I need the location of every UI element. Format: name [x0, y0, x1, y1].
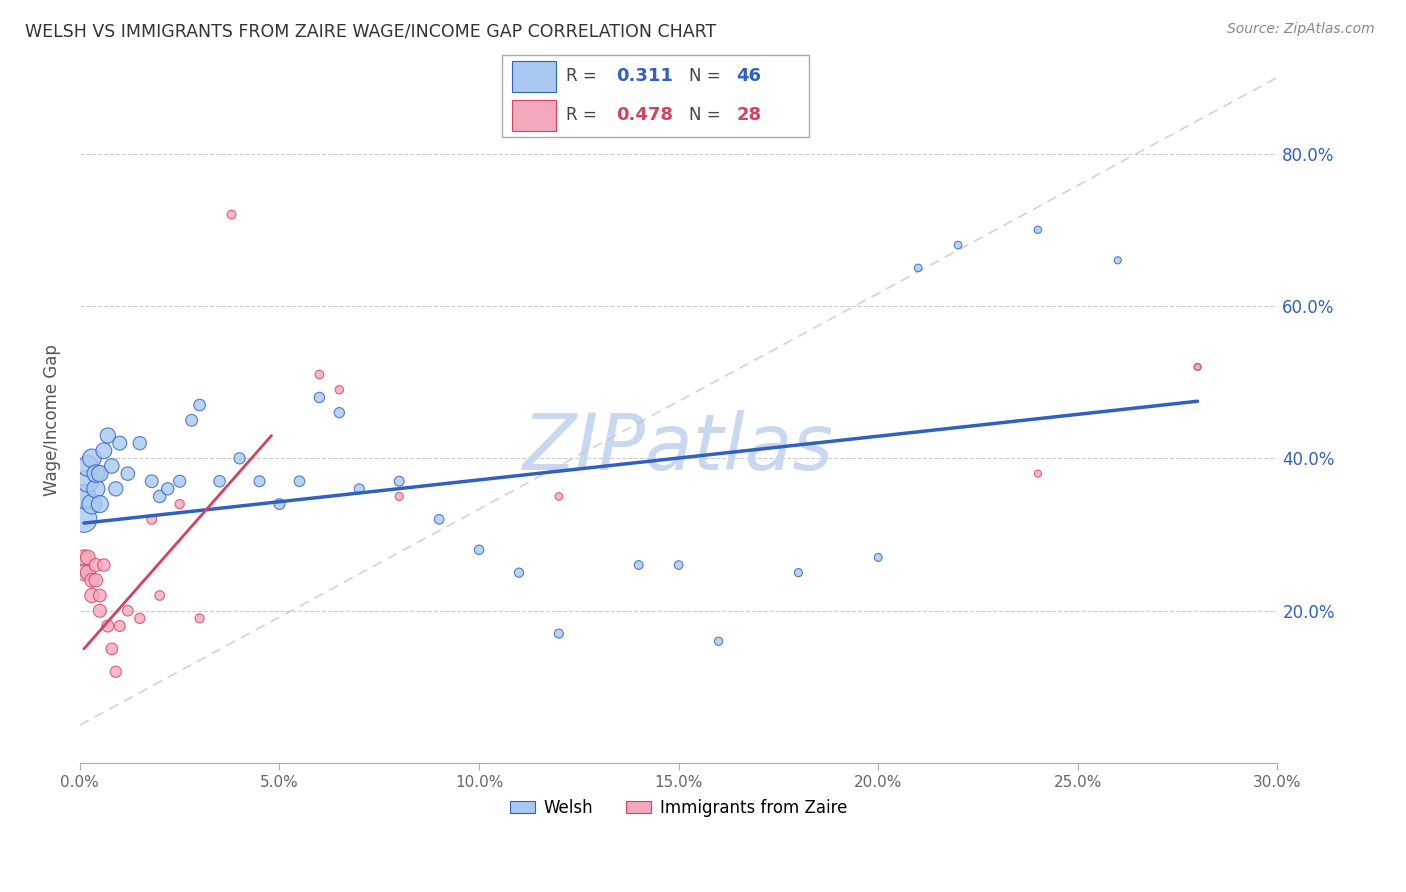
Text: 0.311: 0.311 [616, 68, 673, 86]
Point [117, 604, 139, 618]
Point [249, 475, 271, 489]
Point [349, 482, 371, 496]
Text: 46: 46 [737, 68, 762, 86]
Point [84, 482, 107, 496]
Text: WELSH VS IMMIGRANTS FROM ZAIRE WAGE/INCOME GAP CORRELATION CHART: WELSH VS IMMIGRANTS FROM ZAIRE WAGE/INCO… [25, 22, 717, 40]
Point [80, 497, 103, 511]
Point [101, 641, 124, 656]
Point [707, 634, 730, 648]
Point [547, 626, 569, 640]
Point [128, 436, 150, 450]
Point [627, 558, 650, 572]
Point [101, 458, 124, 473]
Point [328, 406, 350, 420]
Point [84, 467, 107, 481]
Point [76, 550, 98, 565]
Point [1187, 359, 1209, 374]
Point [97, 619, 120, 633]
Point [80, 589, 103, 603]
Legend: Welsh, Immigrants from Zaire: Welsh, Immigrants from Zaire [503, 792, 853, 823]
Bar [512, 100, 557, 130]
Point [73, 490, 96, 504]
Point [228, 451, 250, 466]
Point [269, 497, 291, 511]
Text: 0.478: 0.478 [616, 106, 673, 124]
Point [180, 413, 202, 427]
Point [76, 566, 98, 580]
Text: 28: 28 [737, 106, 762, 124]
Point [80, 574, 103, 588]
Point [468, 542, 491, 557]
Point [89, 497, 111, 511]
Point [141, 512, 163, 526]
Point [388, 475, 411, 489]
Point [108, 619, 131, 633]
Point [149, 490, 172, 504]
Point [104, 665, 127, 679]
Point [328, 383, 350, 397]
Bar [512, 62, 557, 92]
Point [89, 604, 111, 618]
Point [97, 428, 120, 442]
Point [169, 497, 191, 511]
Point [1187, 359, 1209, 374]
Point [73, 550, 96, 565]
Point [149, 589, 172, 603]
FancyBboxPatch shape [502, 55, 810, 136]
Point [508, 566, 530, 580]
Point [868, 550, 890, 565]
Point [108, 436, 131, 450]
Point [308, 391, 330, 405]
Point [1107, 253, 1129, 268]
Text: R =: R = [565, 106, 602, 124]
Point [89, 467, 111, 481]
Text: N =: N = [689, 68, 725, 86]
Point [89, 589, 111, 603]
Point [221, 208, 243, 222]
Point [188, 398, 211, 412]
Point [84, 574, 107, 588]
Point [427, 512, 450, 526]
Point [73, 512, 96, 526]
Point [907, 260, 929, 275]
Point [188, 611, 211, 625]
Point [80, 451, 103, 466]
Point [93, 558, 115, 572]
Point [308, 368, 330, 382]
Point [73, 566, 96, 580]
Point [169, 475, 191, 489]
Point [288, 475, 311, 489]
Y-axis label: Wage/Income Gap: Wage/Income Gap [44, 344, 60, 496]
Point [388, 490, 411, 504]
Point [668, 558, 690, 572]
Point [128, 611, 150, 625]
Point [141, 475, 163, 489]
Point [84, 558, 107, 572]
Point [1026, 223, 1049, 237]
Point [1026, 467, 1049, 481]
Point [547, 490, 569, 504]
Point [76, 458, 98, 473]
Point [76, 475, 98, 489]
Point [104, 482, 127, 496]
Point [208, 475, 231, 489]
Text: ZIPatlas: ZIPatlas [523, 409, 834, 486]
Text: Source: ZipAtlas.com: Source: ZipAtlas.com [1227, 22, 1375, 37]
Text: R =: R = [565, 68, 602, 86]
Text: N =: N = [689, 106, 725, 124]
Point [156, 482, 179, 496]
Point [117, 467, 139, 481]
Point [946, 238, 969, 252]
Point [93, 443, 115, 458]
Point [787, 566, 810, 580]
